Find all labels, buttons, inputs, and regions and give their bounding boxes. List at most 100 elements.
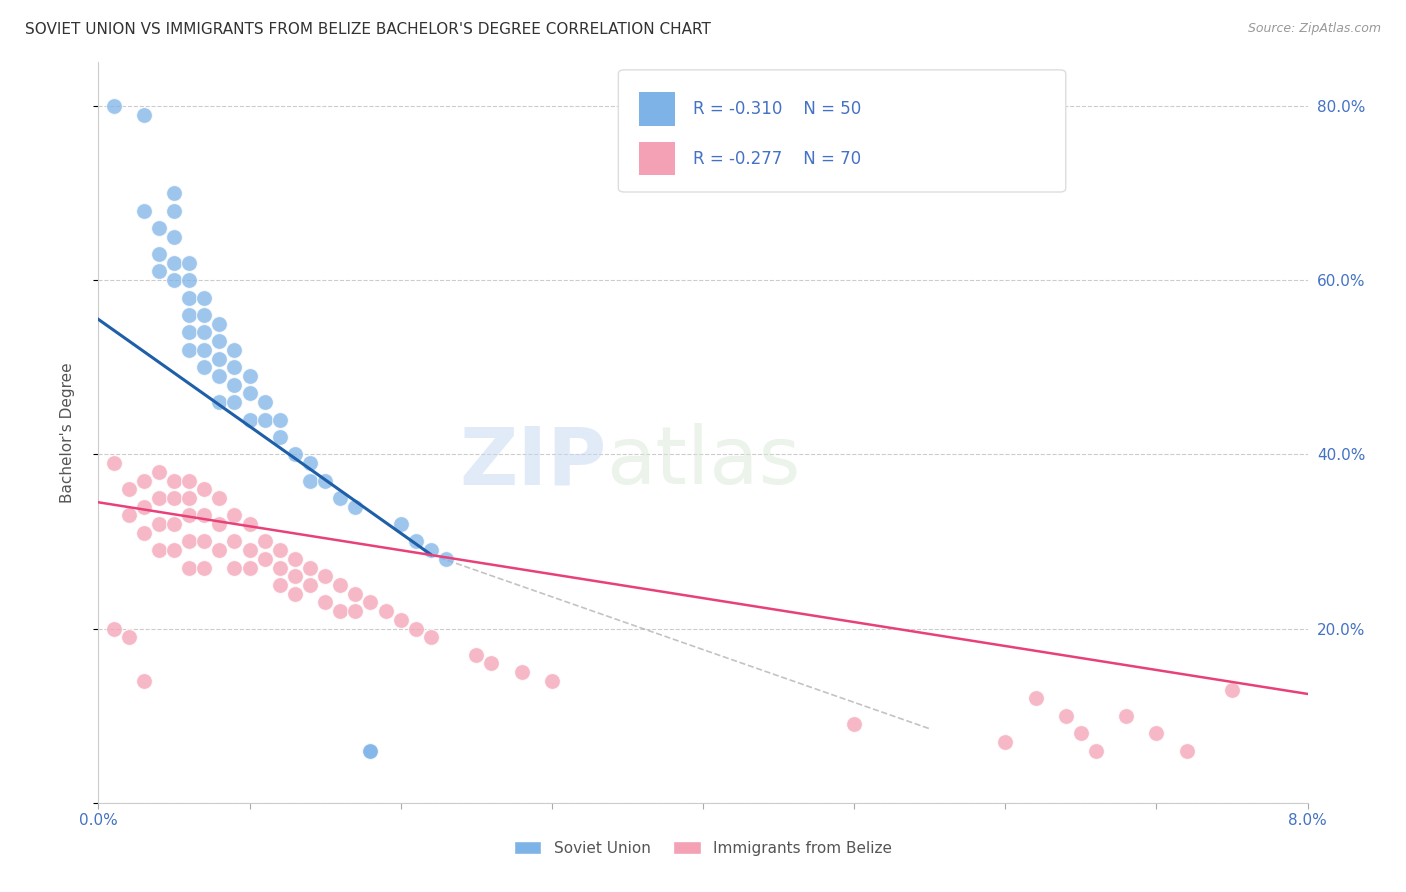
Point — [1220, 682, 1243, 697]
Point — [239, 517, 262, 532]
Point — [208, 317, 231, 331]
FancyBboxPatch shape — [638, 93, 675, 126]
Y-axis label: Bachelor's Degree: Bachelor's Degree — [60, 362, 75, 503]
Point — [148, 517, 170, 532]
Point — [239, 369, 262, 384]
Point — [208, 543, 231, 558]
Point — [269, 578, 291, 592]
Text: atlas: atlas — [606, 423, 800, 501]
Point — [344, 604, 367, 618]
Point — [132, 525, 155, 540]
Point — [314, 474, 336, 488]
Point — [269, 560, 291, 574]
Point — [360, 595, 382, 609]
Text: R = -0.310    N = 50: R = -0.310 N = 50 — [693, 100, 862, 118]
Point — [163, 543, 186, 558]
Point — [299, 474, 322, 488]
Point — [329, 491, 352, 505]
Point — [239, 543, 262, 558]
Point — [208, 351, 231, 366]
Point — [239, 560, 262, 574]
Point — [481, 657, 503, 671]
Point — [163, 474, 186, 488]
Point — [148, 247, 170, 261]
Point — [118, 508, 141, 523]
Point — [163, 273, 186, 287]
Point — [253, 395, 276, 409]
Point — [284, 587, 307, 601]
Point — [1175, 743, 1198, 757]
Point — [314, 595, 336, 609]
Point — [224, 534, 246, 549]
Point — [132, 500, 155, 514]
Point — [224, 377, 246, 392]
Point — [465, 648, 488, 662]
Legend: Soviet Union, Immigrants from Belize: Soviet Union, Immigrants from Belize — [508, 835, 898, 862]
Point — [510, 665, 533, 680]
Point — [344, 500, 367, 514]
Point — [118, 482, 141, 496]
Point — [132, 203, 155, 218]
FancyBboxPatch shape — [638, 142, 675, 176]
Point — [239, 412, 262, 426]
Point — [179, 326, 201, 340]
Point — [269, 543, 291, 558]
Point — [193, 534, 215, 549]
Point — [163, 186, 186, 200]
Point — [193, 482, 215, 496]
Text: Source: ZipAtlas.com: Source: ZipAtlas.com — [1247, 22, 1381, 36]
Point — [299, 560, 322, 574]
Point — [103, 99, 125, 113]
Point — [132, 673, 155, 688]
Point — [224, 343, 246, 357]
Point — [844, 717, 866, 731]
Point — [224, 360, 246, 375]
Point — [420, 543, 443, 558]
Point — [405, 622, 427, 636]
Point — [179, 534, 201, 549]
Point — [420, 630, 443, 644]
Point — [360, 743, 382, 757]
Point — [148, 264, 170, 278]
Point — [329, 578, 352, 592]
Point — [118, 630, 141, 644]
Point — [193, 508, 215, 523]
Point — [193, 308, 215, 322]
Point — [208, 334, 231, 348]
Point — [193, 560, 215, 574]
Point — [299, 578, 322, 592]
Point — [163, 256, 186, 270]
Point — [179, 491, 201, 505]
Point — [179, 273, 201, 287]
Point — [253, 552, 276, 566]
Point — [434, 552, 457, 566]
Point — [179, 560, 201, 574]
Point — [994, 735, 1017, 749]
Point — [132, 108, 155, 122]
Point — [163, 229, 186, 244]
Point — [1070, 726, 1092, 740]
Point — [1054, 708, 1077, 723]
Point — [389, 517, 412, 532]
Point — [269, 430, 291, 444]
Text: ZIP: ZIP — [458, 423, 606, 501]
Point — [208, 491, 231, 505]
Point — [103, 622, 125, 636]
Point — [179, 308, 201, 322]
Point — [163, 517, 186, 532]
Point — [103, 456, 125, 470]
Point — [1146, 726, 1168, 740]
Point — [269, 412, 291, 426]
Point — [253, 412, 276, 426]
Point — [179, 343, 201, 357]
Point — [284, 552, 307, 566]
Point — [329, 604, 352, 618]
Point — [208, 369, 231, 384]
Point — [405, 534, 427, 549]
Point — [284, 447, 307, 461]
Point — [540, 673, 562, 688]
Point — [193, 326, 215, 340]
Point — [374, 604, 396, 618]
Point — [179, 508, 201, 523]
Point — [1025, 691, 1047, 706]
